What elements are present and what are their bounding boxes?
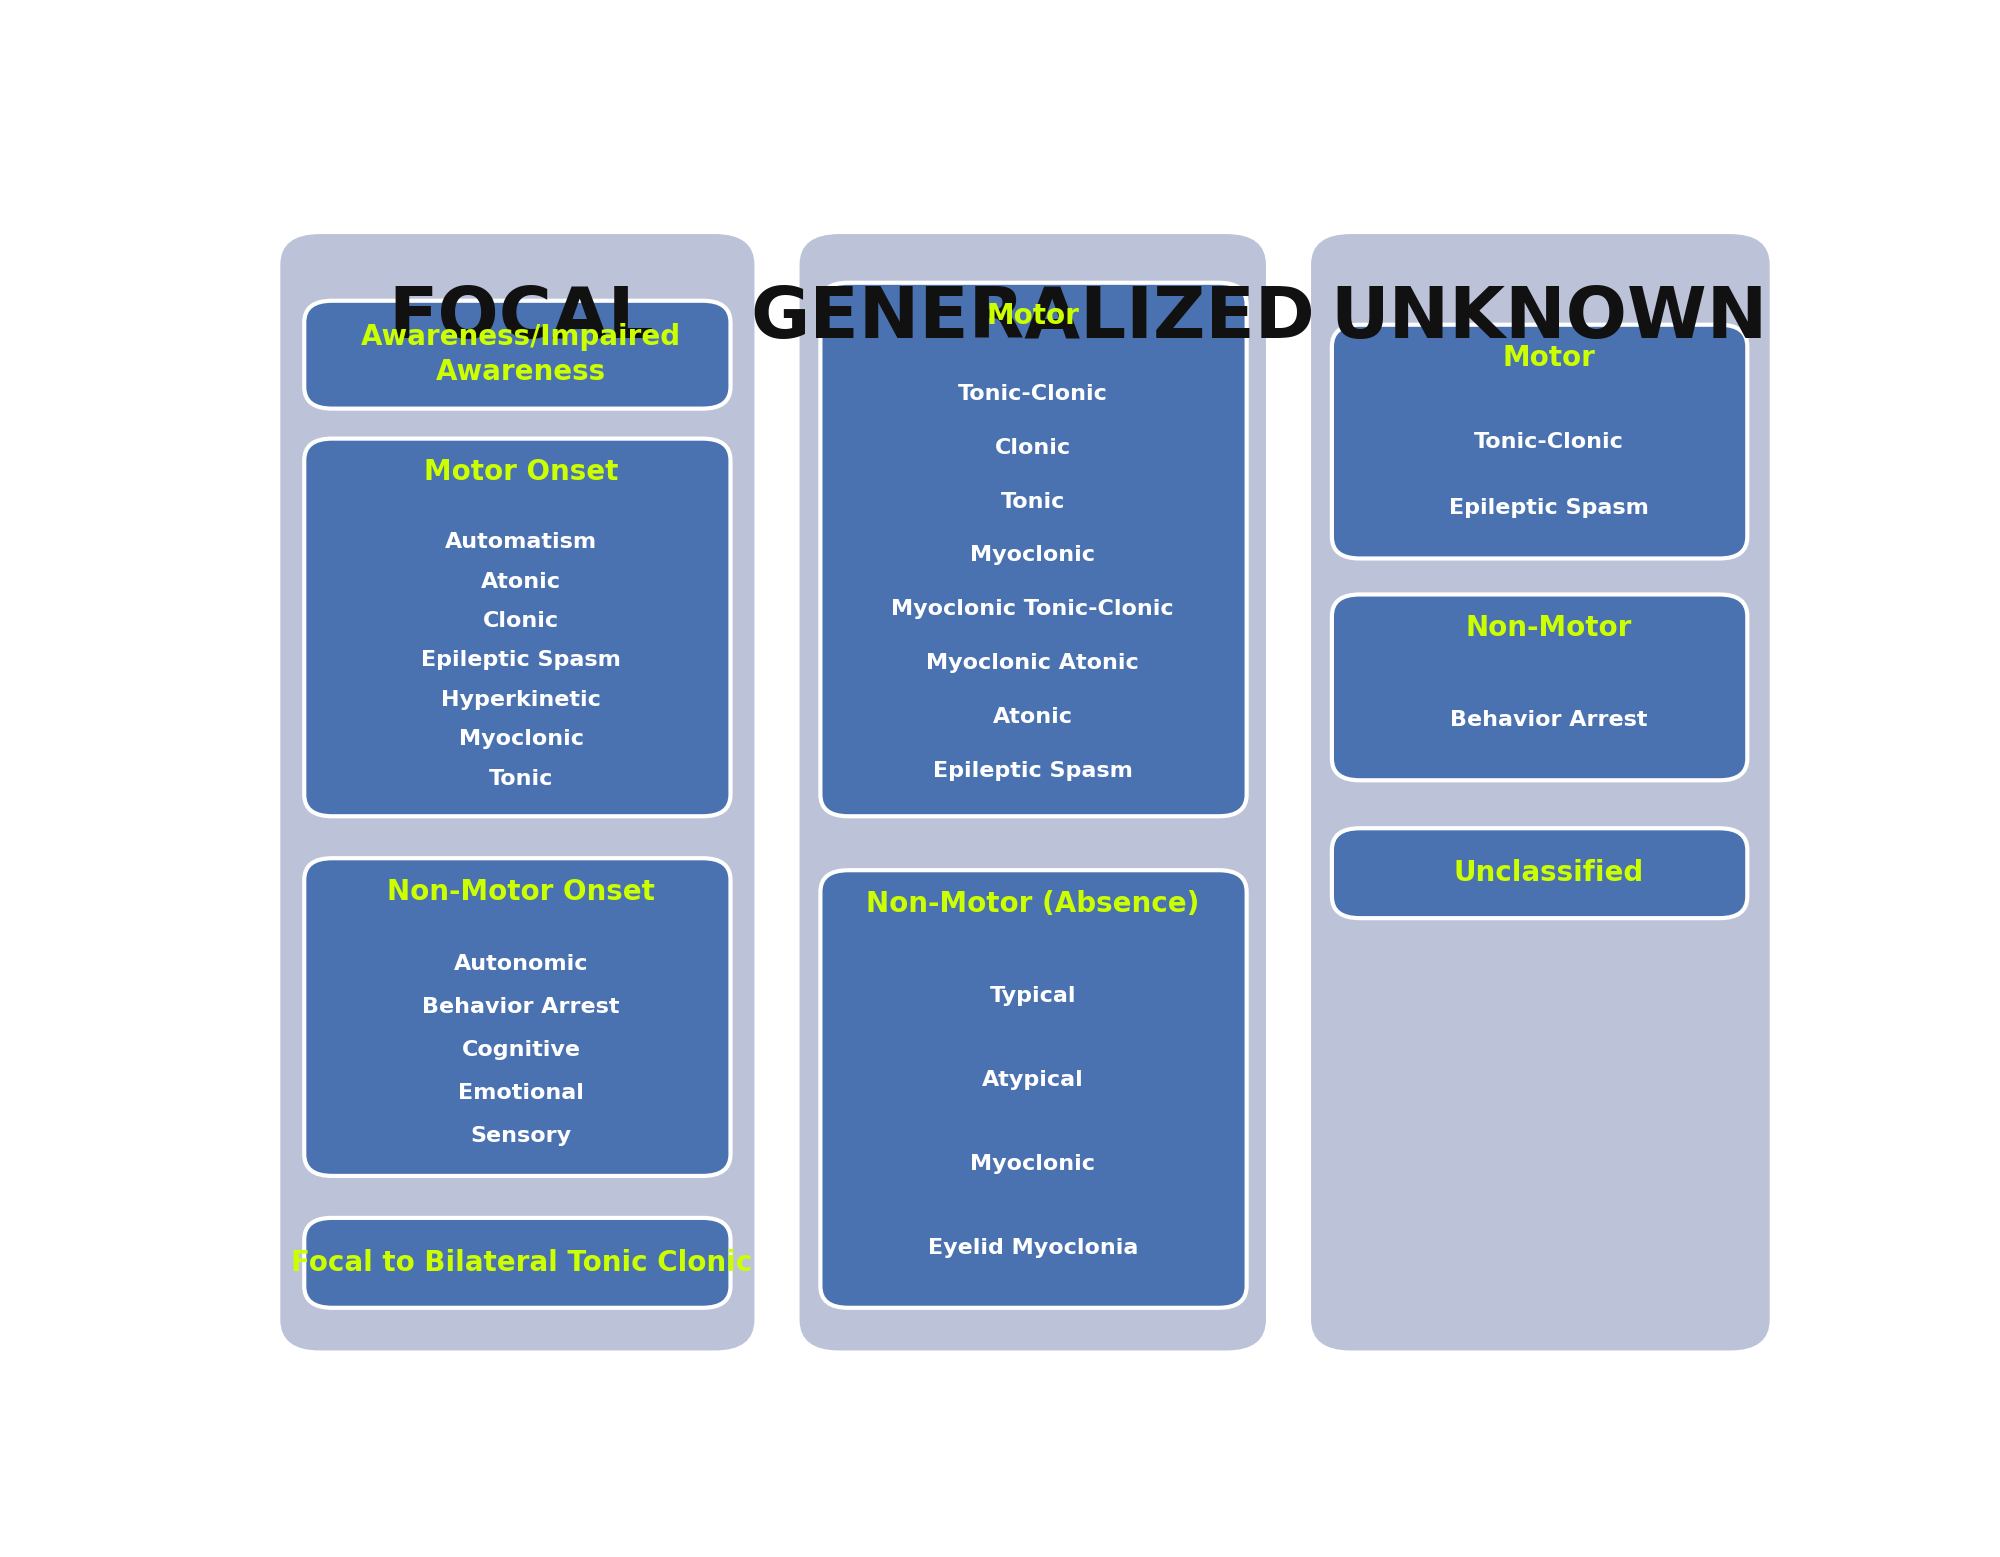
- Text: Hyperkinetic: Hyperkinetic: [442, 690, 602, 710]
- Text: Emotional: Emotional: [458, 1084, 584, 1104]
- Text: Unclassified: Unclassified: [1454, 859, 1644, 887]
- Text: GENERALIZED: GENERALIZED: [750, 285, 1316, 353]
- FancyBboxPatch shape: [304, 301, 730, 408]
- Text: Non-Motor (Absence): Non-Motor (Absence): [866, 889, 1200, 917]
- Text: Myoclonic: Myoclonic: [970, 545, 1096, 565]
- Text: Tonic-Clonic: Tonic-Clonic: [958, 383, 1108, 403]
- Text: Behavior Arrest: Behavior Arrest: [422, 996, 620, 1017]
- Text: Clonic: Clonic: [994, 438, 1070, 458]
- FancyBboxPatch shape: [1332, 325, 1748, 559]
- Text: Myoclonic Tonic-Clonic: Myoclonic Tonic-Clonic: [892, 599, 1174, 620]
- FancyBboxPatch shape: [1312, 235, 1770, 1350]
- Text: Sensory: Sensory: [470, 1126, 572, 1146]
- FancyBboxPatch shape: [280, 235, 754, 1350]
- Text: Behavior Arrest: Behavior Arrest: [1450, 710, 1648, 730]
- FancyBboxPatch shape: [304, 858, 730, 1176]
- Text: Non-Motor Onset: Non-Motor Onset: [388, 878, 656, 906]
- Text: Typical: Typical: [990, 986, 1076, 1006]
- Text: Tonic-Clonic: Tonic-Clonic: [1474, 431, 1624, 452]
- FancyBboxPatch shape: [1332, 595, 1748, 780]
- FancyBboxPatch shape: [304, 1218, 730, 1308]
- Text: Non-Motor: Non-Motor: [1466, 613, 1632, 641]
- Text: Atypical: Atypical: [982, 1070, 1084, 1090]
- Text: Atonic: Atonic: [482, 571, 562, 592]
- Text: Epileptic Spasm: Epileptic Spasm: [1448, 498, 1648, 517]
- Text: Clonic: Clonic: [484, 610, 560, 631]
- Text: Motor: Motor: [1502, 344, 1596, 372]
- Text: Tonic: Tonic: [1000, 492, 1064, 512]
- FancyBboxPatch shape: [820, 283, 1246, 816]
- Text: UNKNOWN: UNKNOWN: [1330, 285, 1768, 353]
- Text: Motor: Motor: [986, 302, 1080, 330]
- Text: Epileptic Spasm: Epileptic Spasm: [932, 761, 1132, 782]
- FancyBboxPatch shape: [800, 235, 1266, 1350]
- Text: Eyelid Myoclonia: Eyelid Myoclonia: [928, 1238, 1138, 1258]
- Text: Motor Onset: Motor Onset: [424, 458, 618, 486]
- FancyBboxPatch shape: [1332, 828, 1748, 919]
- Text: FOCAL: FOCAL: [388, 285, 654, 353]
- Text: Myoclonic Atonic: Myoclonic Atonic: [926, 654, 1140, 673]
- Text: Cognitive: Cognitive: [462, 1040, 580, 1060]
- Text: Atonic: Atonic: [992, 707, 1072, 727]
- Text: Epileptic Spasm: Epileptic Spasm: [422, 651, 622, 671]
- Text: Awareness/Impaired
Awareness: Awareness/Impaired Awareness: [362, 324, 682, 386]
- Text: Myoclonic: Myoclonic: [970, 1154, 1096, 1174]
- Text: Autonomic: Autonomic: [454, 954, 588, 973]
- Text: Focal to Bilateral Tonic Clonic: Focal to Bilateral Tonic Clonic: [290, 1249, 752, 1277]
- Text: Myoclonic: Myoclonic: [458, 729, 584, 749]
- FancyBboxPatch shape: [820, 870, 1246, 1308]
- Text: Automatism: Automatism: [446, 532, 598, 553]
- Text: Tonic: Tonic: [490, 769, 554, 788]
- FancyBboxPatch shape: [304, 439, 730, 816]
